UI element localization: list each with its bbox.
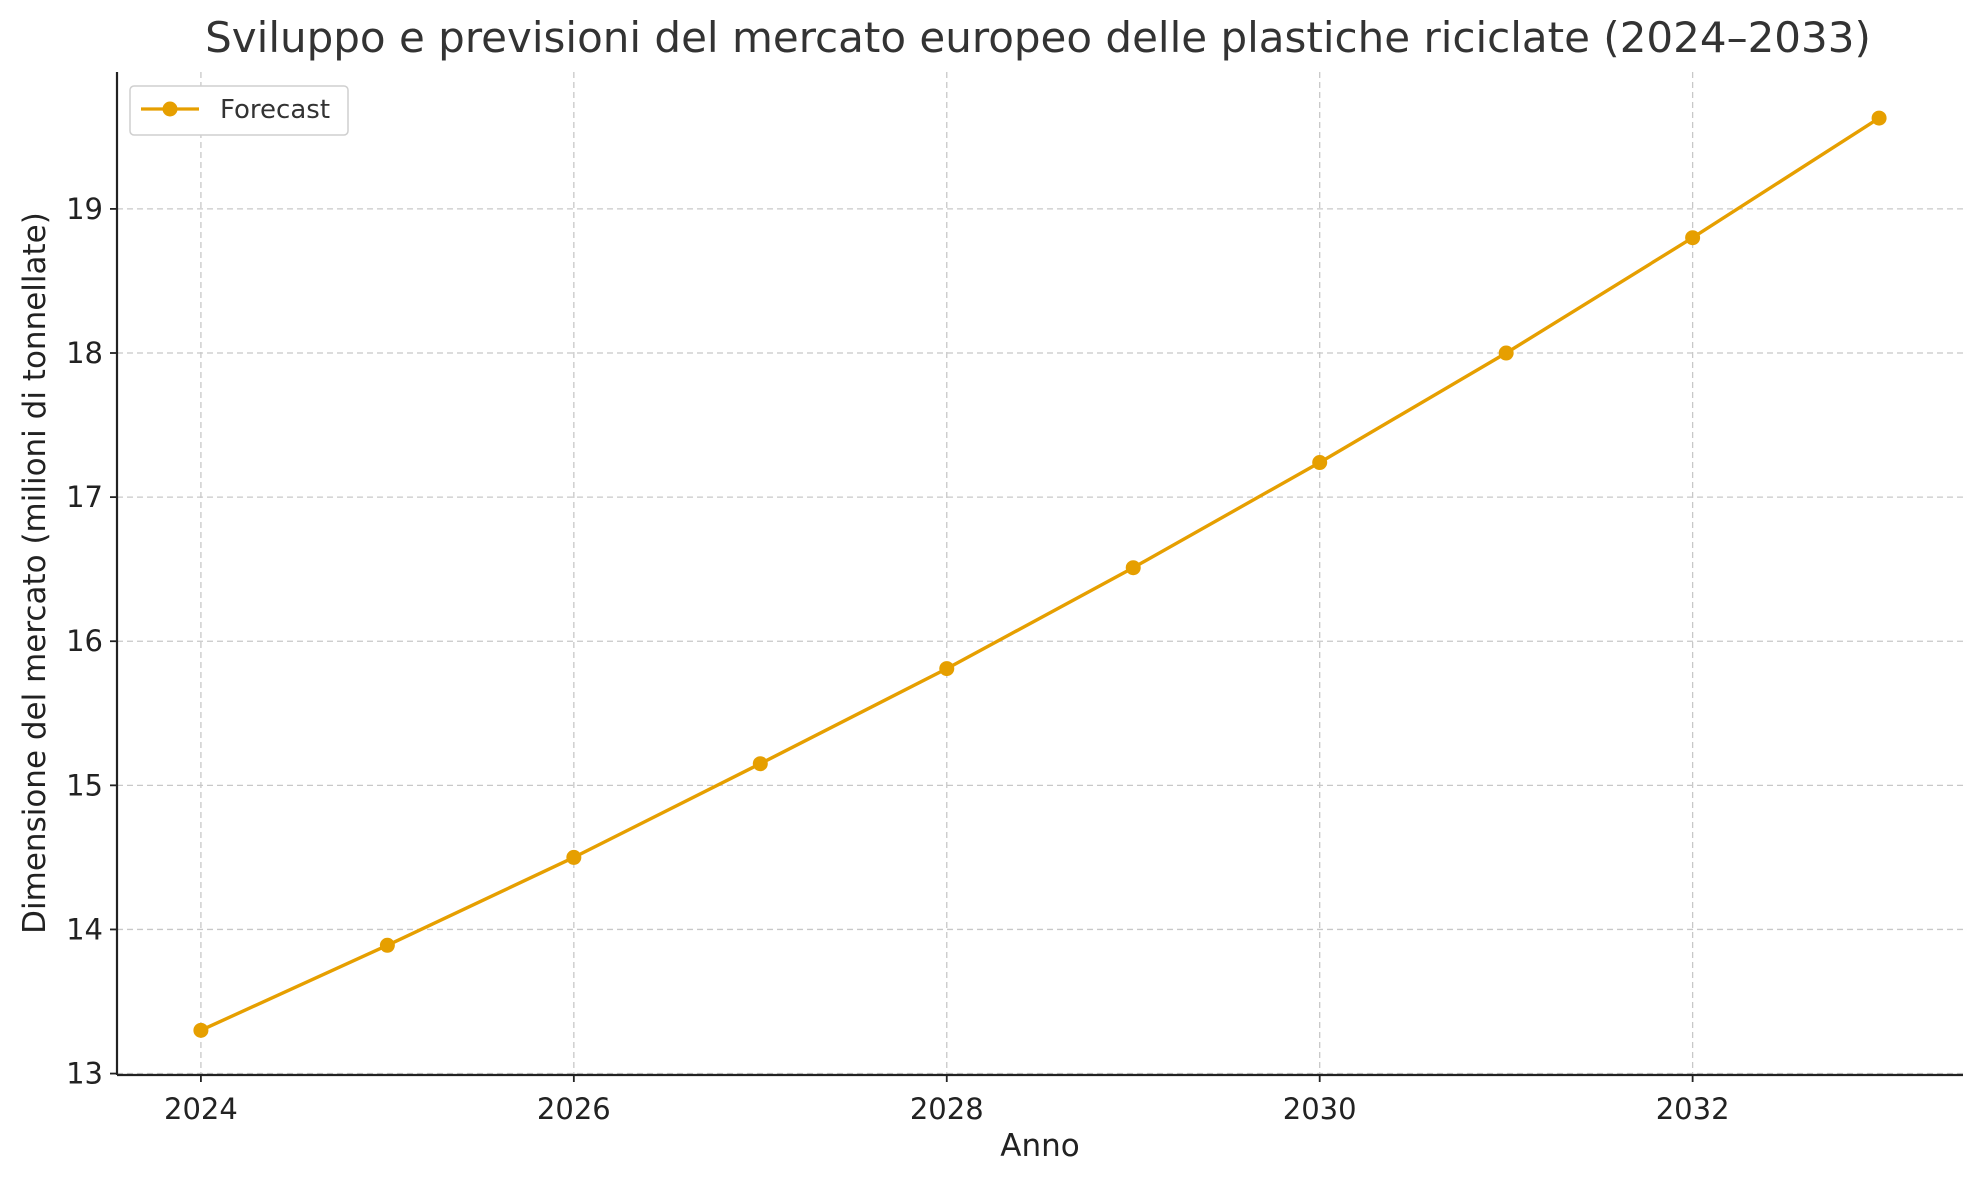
- x-axis-title: Anno: [1000, 1128, 1079, 1164]
- y-tick-label: 17: [66, 480, 103, 514]
- y-tick-label: 18: [66, 336, 103, 370]
- data-point: [566, 849, 582, 865]
- y-tick-label: 14: [66, 912, 103, 946]
- legend: Forecast: [129, 85, 349, 136]
- data-point: [1498, 345, 1514, 361]
- data-point: [1312, 455, 1328, 471]
- legend-marker-forecast: [162, 101, 178, 117]
- data-point: [1685, 230, 1701, 246]
- x-tick-label: 2032: [1656, 1092, 1730, 1126]
- y-axis-title: Dimensione del mercato (milioni di tonne…: [17, 212, 53, 934]
- data-point: [193, 1022, 209, 1038]
- x-tick-label: 2030: [1283, 1092, 1357, 1126]
- y-tick-label: 16: [66, 624, 103, 658]
- data-point: [1871, 110, 1887, 126]
- legend-frame: [129, 85, 349, 136]
- data-point: [752, 756, 768, 772]
- legend-label-forecast: Forecast: [220, 95, 330, 125]
- x-tick-label: 2024: [164, 1092, 238, 1126]
- data-point: [1125, 560, 1141, 576]
- axes: [115, 72, 1963, 1077]
- y-tick-label: 15: [66, 768, 103, 802]
- series: [193, 110, 1887, 1038]
- y-tick-label: 13: [66, 1057, 103, 1091]
- series-line-forecast: [199, 116, 1881, 1033]
- grid: [117, 72, 1963, 1075]
- data-point: [939, 661, 955, 677]
- data-point: [379, 937, 395, 953]
- y-tick-label: 19: [66, 192, 103, 226]
- x-tick-label: 2026: [537, 1092, 611, 1126]
- chart-title: Sviluppo e previsioni del mercato europe…: [205, 13, 1871, 62]
- x-tick-label: 2028: [910, 1092, 984, 1126]
- ticks: 2024 2026 2028 2030 2032 13 14 15 16 17 18 19: [66, 192, 1729, 1126]
